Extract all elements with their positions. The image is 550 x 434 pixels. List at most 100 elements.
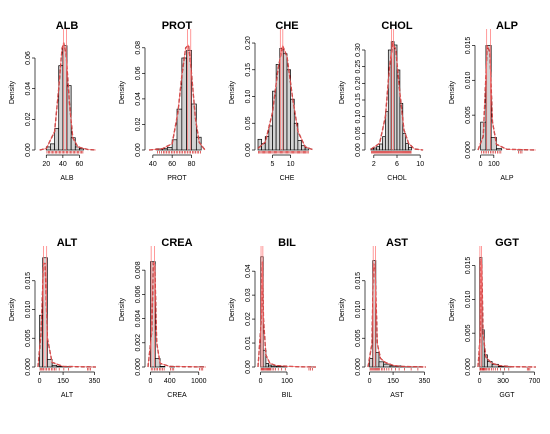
histogram-bar <box>382 136 386 151</box>
y-tick-label: 0.10 <box>355 110 362 124</box>
normal-curve <box>37 263 97 368</box>
chart-panel-ggt: GGT 0.000 0.005 0.010 0.015 Density 0 300 700 GGT <box>449 237 540 399</box>
histogram-bar <box>50 143 55 151</box>
x-axis-label: CHE <box>280 175 295 182</box>
x-tick-label: 300 <box>497 378 509 385</box>
y-tick-label: 0.010 <box>355 301 362 319</box>
histogram-bar <box>399 102 404 151</box>
x-tick-label: 100 <box>488 161 500 168</box>
y-tick-label: 0.000 <box>465 358 472 376</box>
y-axis-label: Density <box>339 80 346 104</box>
histogram-bar <box>496 148 503 151</box>
x-tick-label: 60 <box>76 161 84 168</box>
normal-curve <box>477 258 537 368</box>
y-tick-label: 0.008 <box>135 261 142 279</box>
x-axis-label: CHOL <box>387 175 407 182</box>
y-axis-label: Density <box>449 297 456 321</box>
chart-title: GGT <box>495 237 519 249</box>
chart-panel-chol: CHOL 0.00 0.05 0.10 0.15 0.20 0.25 0.30 Density 2… <box>339 20 424 182</box>
x-tick-label: 0 <box>368 378 372 385</box>
x-axis-label: CREA <box>167 392 187 399</box>
y-axis-label: Density <box>119 80 126 104</box>
chart-panel-bil: BIL 0.00 0.01 0.02 0.03 0.04 Density 0 100 BIL <box>229 237 317 399</box>
histogram-bar <box>408 146 412 151</box>
x-tick-label: 2 <box>372 161 376 168</box>
y-axis-label: Density <box>119 297 126 321</box>
normal-curve <box>148 44 206 151</box>
density-curve <box>257 261 317 368</box>
y-tick-label: 0.15 <box>245 63 252 77</box>
y-tick-label: 0.05 <box>355 126 362 140</box>
y-tick-label: 0.04 <box>135 92 142 106</box>
chart-title: ALB <box>56 20 79 32</box>
y-tick-label: 0.00 <box>355 143 362 157</box>
x-axis-label: ALT <box>61 392 74 399</box>
chart-title: ALT <box>57 237 78 249</box>
normal-curve <box>367 263 427 368</box>
y-tick-label: 0.000 <box>135 358 142 376</box>
x-axis-label: AST <box>390 392 404 399</box>
y-tick-label: 0.00 <box>25 143 32 157</box>
x-tick-label: 6 <box>395 161 399 168</box>
y-tick-label: 0.30 <box>355 43 362 57</box>
chart-title: CHOL <box>381 20 412 32</box>
normal-curve <box>370 41 424 151</box>
chart-title: AST <box>386 237 408 249</box>
histogram-bar <box>297 140 302 151</box>
x-tick-label: 700 <box>529 378 541 385</box>
y-tick-label: 0.000 <box>355 358 362 376</box>
histogram-bar <box>191 103 197 151</box>
y-tick-label: 0.00 <box>245 143 252 157</box>
chart-title: ALP <box>496 20 518 32</box>
histogram-bar <box>378 361 385 368</box>
y-tick-label: 0.20 <box>245 36 252 50</box>
y-tick-label: 0.000 <box>465 141 472 159</box>
density-curve <box>477 258 537 368</box>
x-tick-label: 0 <box>148 378 152 385</box>
x-axis-label: GGT <box>499 392 515 399</box>
y-axis-label: Density <box>229 297 236 321</box>
y-tick-label: 0.015 <box>465 257 472 275</box>
histogram-bar <box>79 148 84 151</box>
x-tick-label: 40 <box>59 161 67 168</box>
y-axis-label: Density <box>449 80 456 104</box>
chart-title: CREA <box>161 237 192 249</box>
histogram-bar <box>383 363 391 368</box>
y-axis-label: Density <box>9 80 16 104</box>
density-curve <box>147 261 207 368</box>
histogram-bar <box>283 53 288 151</box>
histogram-bar <box>379 143 383 151</box>
x-tick-label: 0 <box>38 378 42 385</box>
histogram-bar <box>369 358 374 368</box>
y-tick-label: 0.015 <box>355 272 362 290</box>
x-tick-label: 5 <box>271 161 275 168</box>
histogram-bar <box>47 359 53 368</box>
y-axis-label: Density <box>229 80 236 104</box>
x-tick-label: 1000 <box>191 378 207 385</box>
y-tick-label: 0.010 <box>465 290 472 308</box>
histogram-bar <box>42 257 48 368</box>
histogram-bar <box>166 147 173 151</box>
x-tick-label: 20 <box>42 161 50 168</box>
y-tick-label: 0.005 <box>25 329 32 347</box>
y-tick-label: 0.00 <box>245 360 252 374</box>
histogram-bar <box>373 147 378 151</box>
chart-panel-crea: CREA 0.000 0.002 0.004 0.006 0.008 Density 0 400… <box>119 237 207 399</box>
normal-curve <box>39 42 97 151</box>
histogram-bar <box>265 363 269 368</box>
y-tick-label: 0.004 <box>135 310 142 328</box>
y-tick-label: 0.08 <box>135 41 142 55</box>
x-tick-label: 80 <box>188 161 196 168</box>
x-tick-label: 350 <box>419 378 431 385</box>
chart-title: CHE <box>275 20 298 32</box>
x-tick-label: 350 <box>89 378 101 385</box>
chart-panel-ast: AST 0.000 0.005 0.010 0.015 Density 0 150 350 AST <box>339 237 430 399</box>
y-tick-label: 0.02 <box>25 112 32 126</box>
x-tick-label: 400 <box>164 378 176 385</box>
y-tick-label: 0.010 <box>465 71 472 89</box>
y-tick-label: 0.02 <box>135 118 142 132</box>
y-tick-label: 0.25 <box>355 60 362 74</box>
